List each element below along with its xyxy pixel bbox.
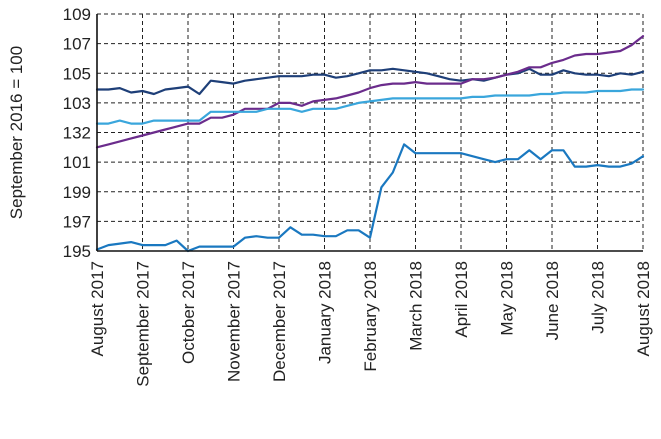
y-tick-label: 101 — [63, 153, 91, 172]
y-tick-label: 107 — [63, 35, 91, 54]
y-tick-label: 132 — [63, 124, 91, 143]
x-tick-label: May 2018 — [498, 261, 517, 336]
x-tick-label: April 2018 — [452, 261, 471, 338]
x-tick-label: October 2017 — [179, 261, 198, 364]
grid-lines — [96, 13, 644, 252]
x-tick-label: August 2017 — [88, 261, 107, 356]
y-tick-label: 195 — [63, 242, 91, 261]
y-tick-label: 197 — [63, 212, 91, 231]
y-tick-label: 105 — [63, 64, 91, 83]
series-line-purple — [95, 35, 645, 149]
y-axis-title: September 2016 = 100 — [7, 46, 26, 219]
x-tick-label: January 2018 — [316, 261, 335, 364]
x-tick-label: June 2018 — [543, 261, 562, 340]
x-tick-label: September 2017 — [134, 261, 153, 387]
y-tick-label: 199 — [63, 183, 91, 202]
x-tick-label: February 2018 — [361, 261, 380, 372]
y-tick-label: 109 — [63, 5, 91, 24]
series-line-navy — [95, 67, 645, 96]
y-tick-label: 103 — [63, 94, 91, 113]
x-tick-label: November 2017 — [225, 261, 244, 382]
x-tick-label: August 2018 — [634, 261, 653, 356]
x-tick-label: March 2018 — [407, 261, 426, 351]
x-tick-labels: August 2017 September 2017 October 2017 Nov… — [88, 261, 653, 387]
x-tick-label: December 2017 — [270, 261, 289, 382]
x-tick-label: July 2018 — [589, 261, 608, 334]
series-line-light-blue — [95, 88, 645, 125]
y-tick-labels: 195 197 199 101 132 103 105 107 109 — [63, 5, 91, 261]
